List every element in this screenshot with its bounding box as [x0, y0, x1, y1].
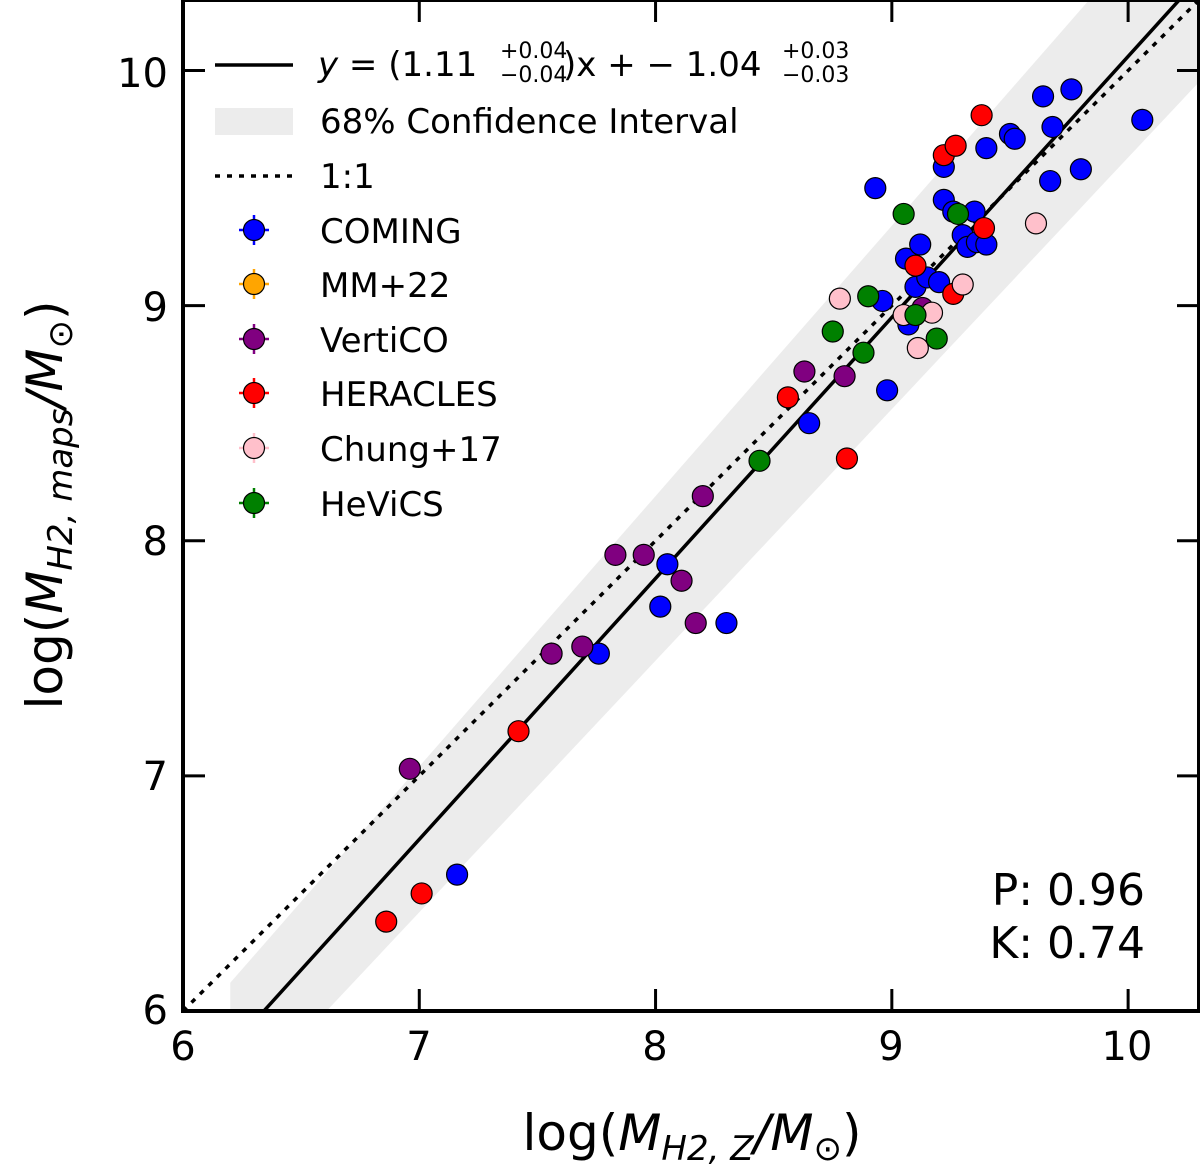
- point-hevics: [925, 327, 948, 350]
- point-coming: [1041, 115, 1064, 139]
- point-hevics: [946, 202, 970, 226]
- point-heracles: [507, 720, 530, 743]
- point-coming: [1003, 127, 1026, 150]
- legend-label-mm22: MM+22: [320, 266, 450, 306]
- point-heracles: [944, 134, 967, 157]
- legend-confidence-swatch: [215, 108, 293, 135]
- legend-fit-slope-err-down: −0.04: [500, 63, 567, 88]
- point-coming: [1031, 85, 1055, 108]
- axis-ticks: [181, 0, 1199, 1013]
- point-vertico: [670, 569, 693, 592]
- y-tick-label: 8: [143, 519, 168, 565]
- point-vertico: [540, 642, 563, 665]
- point-vertico: [833, 365, 856, 388]
- data-points: [375, 78, 1154, 933]
- legend: y = (1.11 +0.04 −0.04 )x + − 1.04 +0.03 …: [215, 39, 849, 525]
- point-coming: [445, 863, 469, 886]
- point-coming: [649, 595, 672, 618]
- legend-confidence-label: 68% Confidence Interval: [320, 102, 739, 142]
- x-tick-label: 9: [878, 1024, 903, 1070]
- legend-fit-equation: y = (1.11: [317, 45, 477, 85]
- point-vertico: [691, 484, 714, 508]
- fit-line: [261, 0, 1182, 1011]
- point-coming: [798, 412, 821, 435]
- point-vertico: [571, 635, 594, 658]
- point-vertico: [684, 611, 707, 635]
- x-axis-title: log(MH2, Z/M⊙): [523, 1104, 862, 1169]
- point-vertico: [398, 757, 421, 780]
- point-heracles: [410, 882, 433, 905]
- y-tick-label: 6: [143, 988, 168, 1034]
- point-hevics: [821, 320, 844, 343]
- point-coming: [1131, 108, 1154, 132]
- legend-marker-mm22: [242, 272, 266, 296]
- point-coming: [656, 553, 679, 576]
- point-coming: [864, 176, 887, 200]
- legend-fit-intercept-err-down: −0.03: [782, 63, 849, 88]
- stat-pearson: P: 0.96: [992, 865, 1145, 916]
- point-vertico: [632, 543, 655, 566]
- point-vertico: [793, 360, 816, 383]
- point-chung17: [1024, 212, 1048, 235]
- point-chung17: [951, 273, 974, 296]
- point-heracles: [375, 910, 398, 933]
- point-hevics: [748, 449, 771, 472]
- legend-fit-intercept-err-up: +0.03: [782, 39, 849, 64]
- legend-marker-hevics: [242, 491, 266, 515]
- point-heracles: [972, 216, 996, 240]
- x-tick-label: 7: [406, 1024, 431, 1070]
- point-hevics: [852, 341, 875, 364]
- point-coming: [975, 137, 998, 160]
- point-heracles: [904, 254, 927, 277]
- legend-label-chung17: Chung+17: [320, 430, 502, 470]
- point-coming: [909, 233, 932, 256]
- x-tick-label: 10: [1102, 1024, 1153, 1070]
- point-coming: [876, 379, 899, 402]
- confidence-band: [230, 0, 1199, 1011]
- point-coming: [715, 611, 738, 635]
- legend-label-heracles: HERACLES: [320, 375, 498, 415]
- point-coming: [1039, 169, 1062, 193]
- point-heracles: [970, 104, 993, 127]
- legend-marker-heracles: [242, 381, 266, 405]
- point-chung17: [906, 336, 929, 360]
- point-hevics: [857, 285, 880, 308]
- point-hevics: [892, 202, 915, 226]
- x-tick-label: 6: [170, 1024, 195, 1070]
- legend-label-hevics: HeViCS: [320, 485, 444, 525]
- point-vertico: [604, 543, 627, 566]
- x-tick-label: 8: [642, 1024, 667, 1070]
- legend-identity-label: 1:1: [320, 157, 375, 197]
- point-coming: [1060, 78, 1083, 101]
- identity-line: [183, 0, 1199, 1011]
- legend-marker-coming: [242, 218, 266, 242]
- point-heracles: [835, 447, 859, 470]
- legend-marker-vertico: [242, 327, 266, 351]
- point-chung17: [828, 287, 851, 310]
- point-hevics: [904, 303, 927, 327]
- legend-label-vertico: VertiCO: [320, 321, 449, 361]
- y-tick-label: 10: [117, 51, 168, 97]
- y-tick-label: 7: [143, 754, 168, 800]
- stat-kendall: K: 0.74: [989, 918, 1145, 969]
- point-coming: [1069, 158, 1092, 181]
- y-tick-label: 9: [143, 285, 168, 331]
- legend-fit-slope-err-up: +0.04: [500, 39, 567, 64]
- legend-label-coming: COMING: [320, 212, 462, 252]
- y-axis-title: log(MH2, maps/M⊙): [16, 301, 81, 710]
- legend-fit-equation-mid: )x + − 1.04: [563, 45, 762, 85]
- point-heracles: [776, 386, 799, 409]
- legend-marker-chung17: [242, 436, 266, 460]
- plot-frame: [181, 0, 1200, 1013]
